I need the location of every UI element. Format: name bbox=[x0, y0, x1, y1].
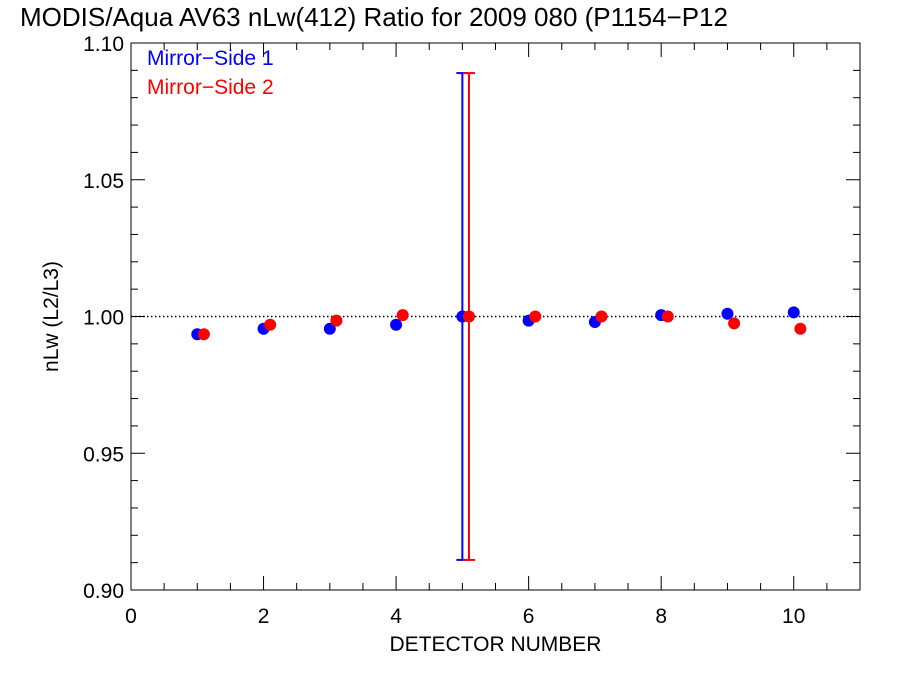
y-tick-label: 1.05 bbox=[83, 170, 124, 193]
y-tick-label: 0.90 bbox=[83, 580, 124, 603]
data-point-series-2 bbox=[661, 310, 674, 323]
data-point-series-2 bbox=[595, 310, 608, 323]
data-point-series-2 bbox=[728, 317, 741, 330]
data-point-series-2 bbox=[462, 310, 475, 323]
x-tick-label: 10 bbox=[782, 605, 805, 628]
x-axis-label: DETECTOR NUMBER bbox=[390, 633, 602, 656]
y-tick-label: 0.95 bbox=[83, 443, 124, 466]
data-point-series-2 bbox=[396, 309, 409, 322]
data-point-series-2 bbox=[794, 322, 807, 335]
data-point-series-2 bbox=[264, 318, 277, 331]
data-point-series-1 bbox=[787, 306, 800, 319]
data-point-series-1 bbox=[390, 318, 403, 331]
y-tick-label: 1.10 bbox=[83, 33, 124, 56]
data-point-series-2 bbox=[529, 310, 542, 323]
x-tick-label: 2 bbox=[258, 605, 270, 628]
y-tick-label: 1.00 bbox=[83, 307, 124, 330]
x-tick-label: 8 bbox=[655, 605, 667, 628]
chart-title: MODIS/Aqua AV63 nLw(412) Ratio for 2009 … bbox=[20, 2, 728, 32]
legend-item-mirror-side-1: Mirror−Side 1 bbox=[147, 47, 274, 70]
data-point-series-2 bbox=[197, 328, 210, 341]
data-point-series-1 bbox=[721, 307, 734, 320]
y-axis-label: nLw (L2/L3) bbox=[40, 261, 63, 372]
plot-frame bbox=[130, 42, 861, 591]
x-tick-label: 0 bbox=[125, 605, 137, 628]
x-tick-label: 6 bbox=[523, 605, 535, 628]
x-tick-label: 4 bbox=[390, 605, 402, 628]
ticks-layer: 0 2 4 6 8 10 0.90 0.95 1.00 1.05 1.10 bbox=[83, 33, 861, 628]
data-point-series-2 bbox=[330, 314, 343, 327]
points-layer bbox=[191, 306, 807, 341]
legend-item-mirror-side-2: Mirror−Side 2 bbox=[147, 76, 274, 99]
data-point-series-1 bbox=[323, 322, 336, 335]
